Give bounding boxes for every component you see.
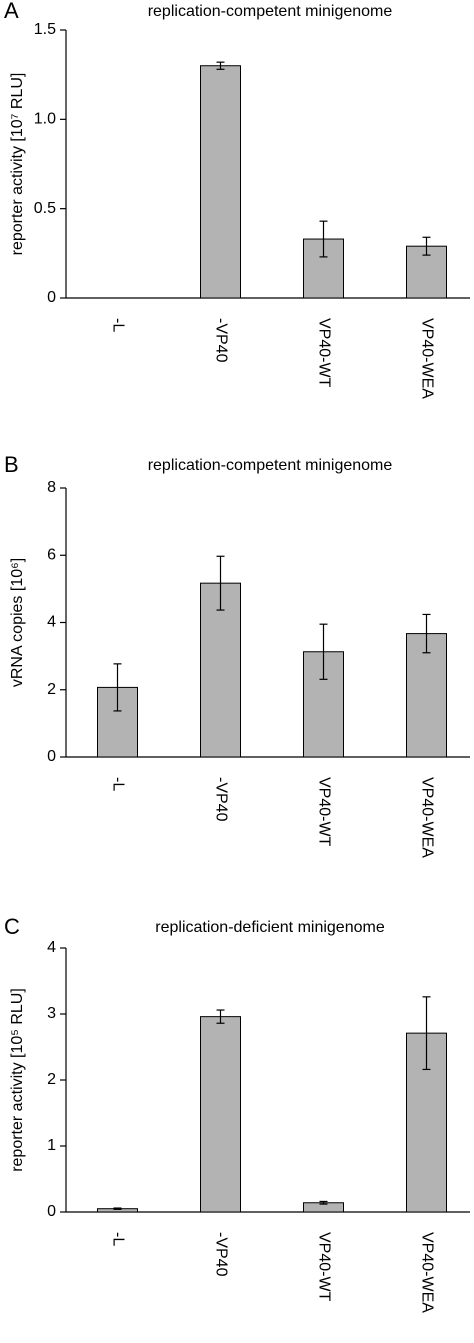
chart-title: replication-competent minigenome — [148, 457, 393, 474]
bar — [200, 1016, 241, 1213]
y-tick-label: 4 — [47, 614, 56, 631]
x-tick-label: VP40-WT — [315, 318, 332, 388]
chart-title: replication-competent minigenome — [148, 3, 393, 20]
y-tick-label: 6 — [47, 546, 56, 563]
x-tick-label: -L — [109, 777, 126, 791]
bar — [200, 65, 241, 299]
error-bar — [113, 1207, 122, 1210]
x-tick-label: -L — [109, 318, 126, 332]
x-tick-label: VP40-WEA — [418, 1232, 435, 1313]
error-bar — [216, 1009, 225, 1024]
y-tick-label: 1.5 — [34, 21, 56, 38]
y-tick-label: 0.5 — [34, 200, 56, 217]
error-bar — [319, 623, 328, 680]
bar — [200, 582, 241, 758]
error-bar — [113, 663, 122, 712]
y-tick-label: 8 — [47, 479, 56, 496]
y-axis-label: reporter activity [10⁷ RLU] — [9, 73, 26, 256]
chart-title: replication-deficient minigenome — [155, 919, 385, 936]
panel-label: A — [4, 0, 19, 23]
x-tick-label: VP40-WT — [315, 777, 332, 847]
x-tick-label: VP40-WEA — [418, 777, 435, 858]
x-tick-label: -VP40 — [212, 777, 229, 822]
y-tick-label: 2 — [47, 1071, 56, 1088]
y-tick-label: 4 — [47, 939, 56, 956]
error-bar — [319, 220, 328, 258]
panel-label: C — [4, 914, 20, 939]
y-tick-label: 0 — [47, 1203, 56, 1220]
y-axis-label: reporter activity [10⁵ RLU] — [9, 988, 26, 1172]
error-bar — [216, 61, 225, 70]
error-bar — [422, 613, 431, 654]
x-tick-label: VP40-WT — [315, 1232, 332, 1302]
x-tick-label: -VP40 — [212, 318, 229, 363]
x-tick-label: VP40-WEA — [418, 318, 435, 399]
y-tick-label: 1.0 — [34, 111, 56, 128]
x-tick-label: -VP40 — [212, 1232, 229, 1277]
y-tick-label: 3 — [47, 1005, 56, 1022]
error-bar — [422, 236, 431, 256]
error-bar — [319, 1200, 328, 1205]
y-axis-label: vRNA copies [10⁶] — [9, 558, 26, 687]
error-bar — [216, 555, 225, 611]
y-tick-label: 0 — [47, 748, 56, 765]
bar — [406, 633, 447, 758]
y-tick-label: 2 — [47, 681, 56, 698]
panel-label: B — [4, 452, 19, 477]
error-bar — [422, 996, 431, 1071]
y-tick-label: 0 — [47, 289, 56, 306]
x-tick-label: -L — [109, 1232, 126, 1246]
y-tick-label: 1 — [47, 1137, 56, 1154]
